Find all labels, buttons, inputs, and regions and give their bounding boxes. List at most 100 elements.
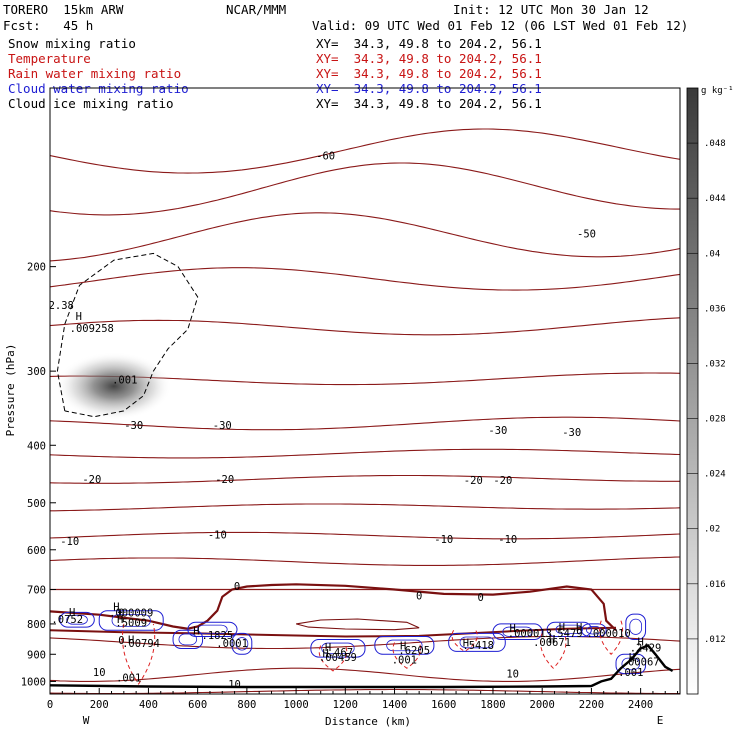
field-name-rain: Rain water mixing ratio <box>8 66 182 81</box>
field-xy-rain: XY= 34.3, 49.8 to 204.2, 56.1 <box>316 66 542 81</box>
temperature-label: -10 <box>498 534 517 546</box>
x-tick-label: 1200 <box>333 699 358 711</box>
x-tick-label: 800 <box>237 699 256 711</box>
temperature-label: -20 <box>493 475 512 487</box>
cloud-water-contour <box>172 629 204 649</box>
cloud-water-contour <box>625 613 647 641</box>
x-tick-label: 2200 <box>579 699 604 711</box>
rain-label: .001 <box>116 673 141 685</box>
cloud-water-contour-inner <box>459 636 495 649</box>
field-name-snow: Snow mixing ratio <box>8 36 136 51</box>
isotherm-line <box>50 667 680 682</box>
snow-H-marker: H <box>509 623 515 635</box>
cloud-water-H-marker: H <box>117 614 123 626</box>
x-tick-label: 2400 <box>628 699 653 711</box>
rain-H-marker: H <box>549 634 555 646</box>
isotherm-line <box>50 267 680 291</box>
colorbar-tick-label: .036 <box>704 304 726 314</box>
y-axis-label: Pressure (hPa) <box>4 344 17 437</box>
isotherm-line <box>50 416 680 431</box>
y-axis: 200 300 400 500 600 700 800 900 1000 <box>21 262 56 688</box>
cloud-water-H-marker: H <box>559 622 565 634</box>
rain-contour <box>121 623 156 685</box>
rain-label: .00067 <box>622 656 660 668</box>
colorbar-tick-label: .02 <box>704 525 720 535</box>
colorbar-tick-label: .048 <box>704 139 726 149</box>
temperature-label: 10 <box>93 667 106 679</box>
x-tick-label: 200 <box>90 699 109 711</box>
west-label: W <box>83 714 90 727</box>
x-tick-label: 1600 <box>431 699 456 711</box>
cloud-water-label: .5418 <box>462 640 494 652</box>
rain-contour <box>540 633 567 669</box>
colorbar: .012 .016 .02 .024 .028 .032 .036 .04 .044 .048 g … <box>686 86 734 695</box>
field-name-cloud-ice: Cloud ice mixing ratio <box>8 96 174 111</box>
plot-frame <box>49 87 681 695</box>
field-xy-temperature: XY= 34.3, 49.8 to 204.2, 56.1 <box>316 51 542 66</box>
isotherm-loop <box>295 618 420 631</box>
temperature-label: 0 <box>234 581 240 593</box>
cloud-water-contour-inner <box>178 633 198 646</box>
y-tick-label: 900 <box>27 649 46 661</box>
snow-label: .000013 <box>508 628 552 640</box>
y-tick-label: 500 <box>27 498 46 510</box>
zero-isotherm <box>50 583 617 632</box>
center-name: NCAR/MMM <box>226 2 287 17</box>
snow-label: .000009 <box>109 607 153 619</box>
temperature-label: -60 <box>316 151 335 163</box>
temperature-label: -20 <box>464 475 483 487</box>
cloud-water-label: .2429 <box>630 642 662 654</box>
cloud-water-contours <box>59 610 647 675</box>
field-name-temperature: Temperature <box>8 51 91 66</box>
plot-area: -60 -50 -30 -30 -30 -30 -20 -20 -20 -20 -10 -10 -10 -… <box>50 128 680 694</box>
cloud-water-contour <box>231 632 253 655</box>
rain-label: .001 <box>392 655 417 667</box>
terrain-profile <box>50 644 674 689</box>
cloud-ice-shading <box>55 352 172 421</box>
temperature-label: -30 <box>562 427 581 439</box>
cloud-water-contour-inner <box>111 614 151 627</box>
rain-H-marker: H <box>463 638 469 650</box>
isotherm-line <box>50 128 680 174</box>
temperature-label: -30 <box>488 425 507 437</box>
rain-H-marker: H <box>322 648 328 660</box>
rain-H-marker: H <box>128 635 134 647</box>
cloud-water-label: .1825 <box>202 630 234 642</box>
colorbar-tick-label: .044 <box>704 194 726 204</box>
temperature-label: 10 <box>506 669 519 681</box>
temperature-label: -10 <box>60 536 79 548</box>
colorbar-tick-label: .016 <box>704 580 726 590</box>
temperature-label: -20 <box>82 474 101 486</box>
isotherm-line <box>50 317 680 336</box>
isotherm-line <box>50 162 680 216</box>
cloud-water-contour-inner <box>321 642 355 655</box>
rain-contour <box>392 642 422 669</box>
terrain-line <box>50 644 674 689</box>
temperature-label: 0 <box>478 592 484 604</box>
x-tick-label: 1000 <box>283 699 308 711</box>
x-axis-label: Distance (km) <box>325 715 411 728</box>
cloud-water-H-marker: H <box>400 641 406 653</box>
cloud-water-contour-inner <box>502 626 533 637</box>
model-title: TORERO 15km ARW <box>3 2 124 17</box>
cloud-water-label: .6205 <box>398 645 430 657</box>
snow-min-label: .001 <box>112 375 137 387</box>
cloud-water-label: .001 <box>618 667 643 679</box>
temperature-label: -20 <box>215 474 234 486</box>
rain-label: .00671 <box>533 637 571 649</box>
cloud-water-H-marker: H <box>576 622 582 634</box>
y-tick-label: 700 <box>27 585 46 597</box>
cloud-water-label: .5479 <box>551 628 583 640</box>
valid-time: Valid: 09 UTC Wed 01 Feb 12 (06 LST Wed … <box>312 18 689 33</box>
x-tick-label: 1800 <box>480 699 505 711</box>
cloud-water-H-marker: H <box>193 625 199 637</box>
x-tick-label: 2000 <box>530 699 555 711</box>
temperature-label: -10 <box>434 534 453 546</box>
cloud-water-contour-inner <box>235 637 249 651</box>
cloud-water-contour <box>492 623 543 641</box>
isotherm-line <box>50 503 680 512</box>
init-time: Init: 12 UTC Mon 30 Jan 12 <box>453 2 649 17</box>
cloud-water-H-marker: H <box>69 607 75 619</box>
cloud-water-contour <box>374 635 435 655</box>
